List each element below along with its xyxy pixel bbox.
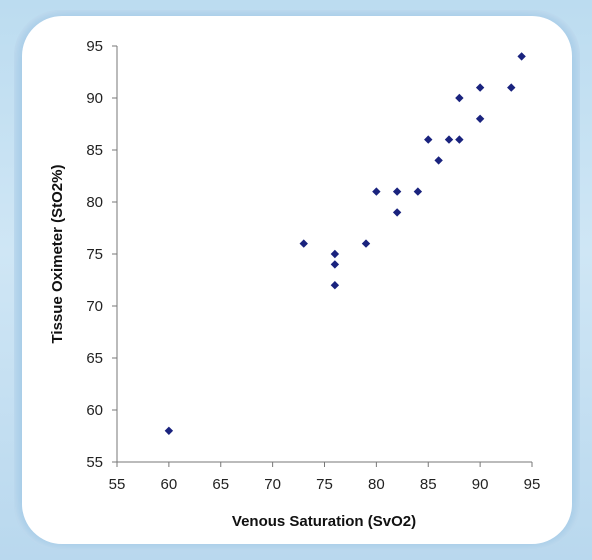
x-tick-label: 85: [420, 476, 437, 493]
x-tick-label: 90: [472, 476, 489, 493]
x-ticks: 55 60 65 70 75 80 85 90 95: [109, 462, 541, 493]
x-tick-label: 60: [161, 476, 178, 493]
data-point: [455, 93, 464, 103]
x-tick-label: 75: [316, 476, 333, 493]
y-axis-title: Tissue Oximeter (StO2%): [49, 165, 66, 344]
data-point: [392, 208, 402, 217]
data-point: [507, 83, 516, 92]
y-tick-label: 70: [86, 298, 103, 315]
data-point: [475, 114, 485, 123]
data-point: [455, 135, 464, 144]
data-point: [330, 249, 340, 259]
data-point: [330, 281, 340, 290]
data-point: [413, 187, 423, 196]
y-ticks: 55 60 65 70 75 80 85 90 95: [86, 38, 117, 471]
x-tick-label: 80: [368, 476, 385, 493]
y-tick-label: 90: [86, 90, 103, 107]
y-tick-label: 80: [86, 194, 103, 211]
y-tick-label: 65: [86, 350, 103, 367]
y-tick-label: 55: [86, 454, 103, 471]
data-point: [299, 239, 308, 248]
x-axis-title: Venous Saturation (SvO2): [232, 513, 416, 530]
y-tick-label: 95: [86, 38, 103, 55]
axes: [116, 46, 532, 463]
y-tick-label: 85: [86, 142, 103, 159]
data-point: [372, 187, 381, 196]
data-point: [392, 187, 402, 196]
chart-panel: [22, 16, 572, 544]
data-point: [330, 260, 340, 269]
x-tick-label: 95: [524, 476, 541, 493]
y-tick-label: 60: [86, 402, 103, 419]
y-tick-label: 75: [86, 246, 103, 263]
x-tick-label: 55: [109, 476, 126, 493]
data-point: [475, 83, 485, 92]
data-point: [444, 135, 454, 144]
data-point: [361, 239, 371, 248]
data-point: [434, 156, 443, 165]
data-point: [164, 426, 174, 435]
data-points: [164, 52, 526, 435]
x-tick-label: 70: [264, 476, 281, 493]
x-tick-label: 65: [212, 476, 229, 493]
data-point: [424, 135, 433, 144]
data-point: [517, 52, 526, 61]
